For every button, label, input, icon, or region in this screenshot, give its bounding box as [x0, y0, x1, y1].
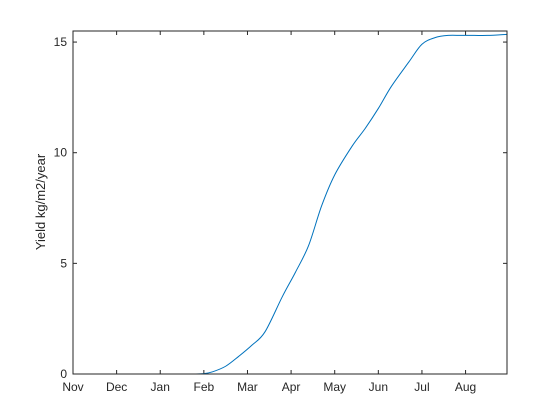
x-tick-label: Jun — [369, 380, 388, 394]
series-line — [72, 33, 508, 375]
x-tick-label: Apr — [282, 380, 301, 394]
series-layer — [72, 33, 508, 375]
y-tick-label: 10 — [54, 146, 68, 160]
y-tick-labels: 0 5 10 15 — [54, 35, 68, 381]
x-tick-label: Feb — [194, 380, 215, 394]
plot-area — [73, 31, 507, 374]
x-tick-label: Mar — [237, 380, 258, 394]
x-tick-label: May — [323, 380, 346, 394]
x-tick-label: Aug — [455, 380, 476, 394]
y-axis-label: Yield kg/m2/year — [33, 153, 48, 250]
x-tick-labels: Nov Dec Jan Feb Mar Apr May Jun Jul Aug — [62, 380, 476, 394]
y-tick-label: 5 — [60, 256, 67, 270]
y-tick-label: 15 — [54, 35, 68, 49]
x-tick-label: Nov — [62, 380, 83, 394]
x-tick-label: Dec — [106, 380, 127, 394]
x-tick-label: Jul — [414, 380, 429, 394]
plot-box — [72, 30, 508, 375]
x-tick-label: Jan — [151, 380, 170, 394]
y-tick-label: 0 — [60, 367, 67, 381]
